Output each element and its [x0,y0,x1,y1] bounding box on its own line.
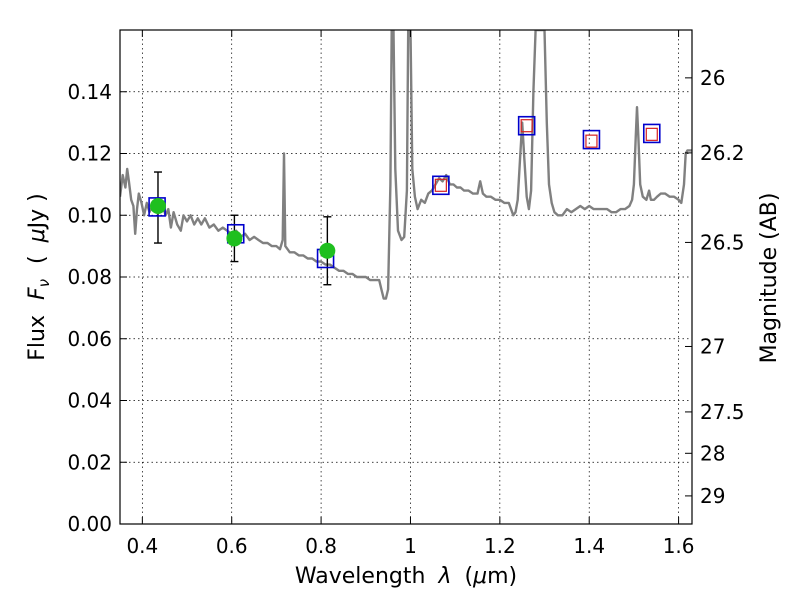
y-tick-label: 0.12 [67,142,112,166]
model-square [517,115,536,136]
x-axis-label: Wavelength λ (μm) [295,564,517,589]
y2-tick-label: 29 [700,484,725,508]
y-tick-label: 0.00 [67,512,112,536]
y-tick-label: 0.08 [67,265,112,289]
y-tick-label: 0.10 [67,203,112,227]
spectrum-line [120,30,692,300]
model-inner-square [585,134,598,148]
y-tick-label: 0.04 [67,389,112,413]
markers [148,115,661,269]
y2-tick-label: 28 [700,441,725,465]
model-inner-square [520,119,533,133]
y-tick-label: 0.02 [67,450,112,474]
ticks: 0.4 0.6 0.8 1 1.2 1.4 1.6 0.00 0.02 0.04 0.06 0.08 0… [67,30,745,558]
x-tick-label: 0.6 [216,534,248,558]
model-inner-square [645,127,658,141]
x-tick-label: 1.2 [484,534,516,558]
y2-tick-label: 26.2 [700,141,745,165]
model-square [642,123,661,144]
y-tick-label: 0.14 [67,80,112,104]
x-tick-label: 0.8 [305,534,337,558]
model-inner-square [434,178,447,192]
x-tick-label: 1.4 [573,534,605,558]
y2-tick-label: 26.5 [700,230,745,254]
y2-tick-label: 27 [700,334,725,358]
y2-axis-label: Magnitude (AB) [757,193,782,364]
y-tick-label: 0.06 [67,327,112,351]
x-tick-label: 0.4 [126,534,158,558]
observed-point [226,230,243,247]
x-tick-label: 1 [404,534,417,558]
x-tick-label: 1.6 [663,534,695,558]
grid [120,30,692,524]
observed-point [149,197,166,214]
observed-point [319,242,336,259]
model-square [432,175,450,196]
spectrum-layer [120,30,692,300]
y2-tick-label: 27.5 [700,400,745,424]
y-axis-label: Flux Fν ( μJy ) [25,193,55,360]
y2-tick-label: 26 [700,66,725,90]
model-square [582,129,601,150]
